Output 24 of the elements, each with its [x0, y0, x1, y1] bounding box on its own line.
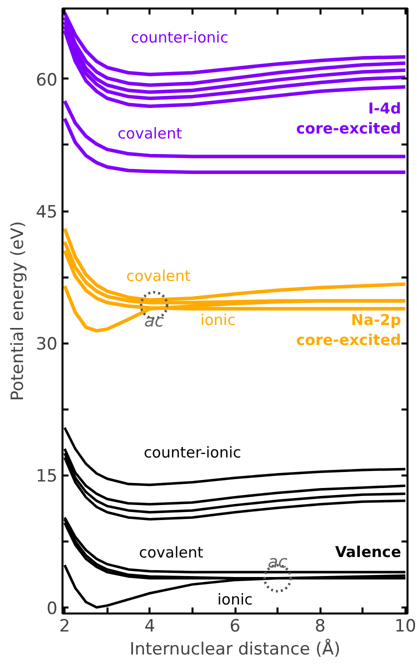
x-tick-label: 10	[394, 616, 416, 636]
y-tick-label: 45	[36, 202, 58, 223]
annotation: Na-2p core-excited	[296, 311, 402, 349]
y-tick-label: 0	[46, 598, 58, 619]
annotation: Valence	[335, 542, 402, 561]
annotation: ac	[144, 311, 165, 332]
annotation: covalent	[118, 124, 182, 143]
x-tick-label: 2	[59, 616, 70, 636]
y-tick-label: 15	[36, 466, 58, 487]
y-tick-label: 60	[36, 70, 58, 90]
y-axis-title: Potential energy (eV)	[8, 221, 28, 401]
annotation: counter-ionic	[144, 443, 242, 462]
x-tick-label: 4	[144, 616, 156, 636]
annotation: covalent	[126, 267, 191, 286]
annotation: I-4d core-excited	[296, 100, 402, 138]
x-tick-label: 8	[314, 616, 326, 636]
annotation: ionic	[217, 590, 253, 608]
annotation: covalent	[138, 544, 204, 562]
annotation: counter-ionic	[130, 28, 228, 47]
annotation: ac	[268, 552, 288, 572]
x-tick-label: 6	[230, 616, 240, 636]
y-tick-label: 30	[36, 334, 58, 355]
x-axis-title: Internuclear distance (Å)	[130, 638, 340, 660]
annotation: ionic	[200, 311, 236, 330]
